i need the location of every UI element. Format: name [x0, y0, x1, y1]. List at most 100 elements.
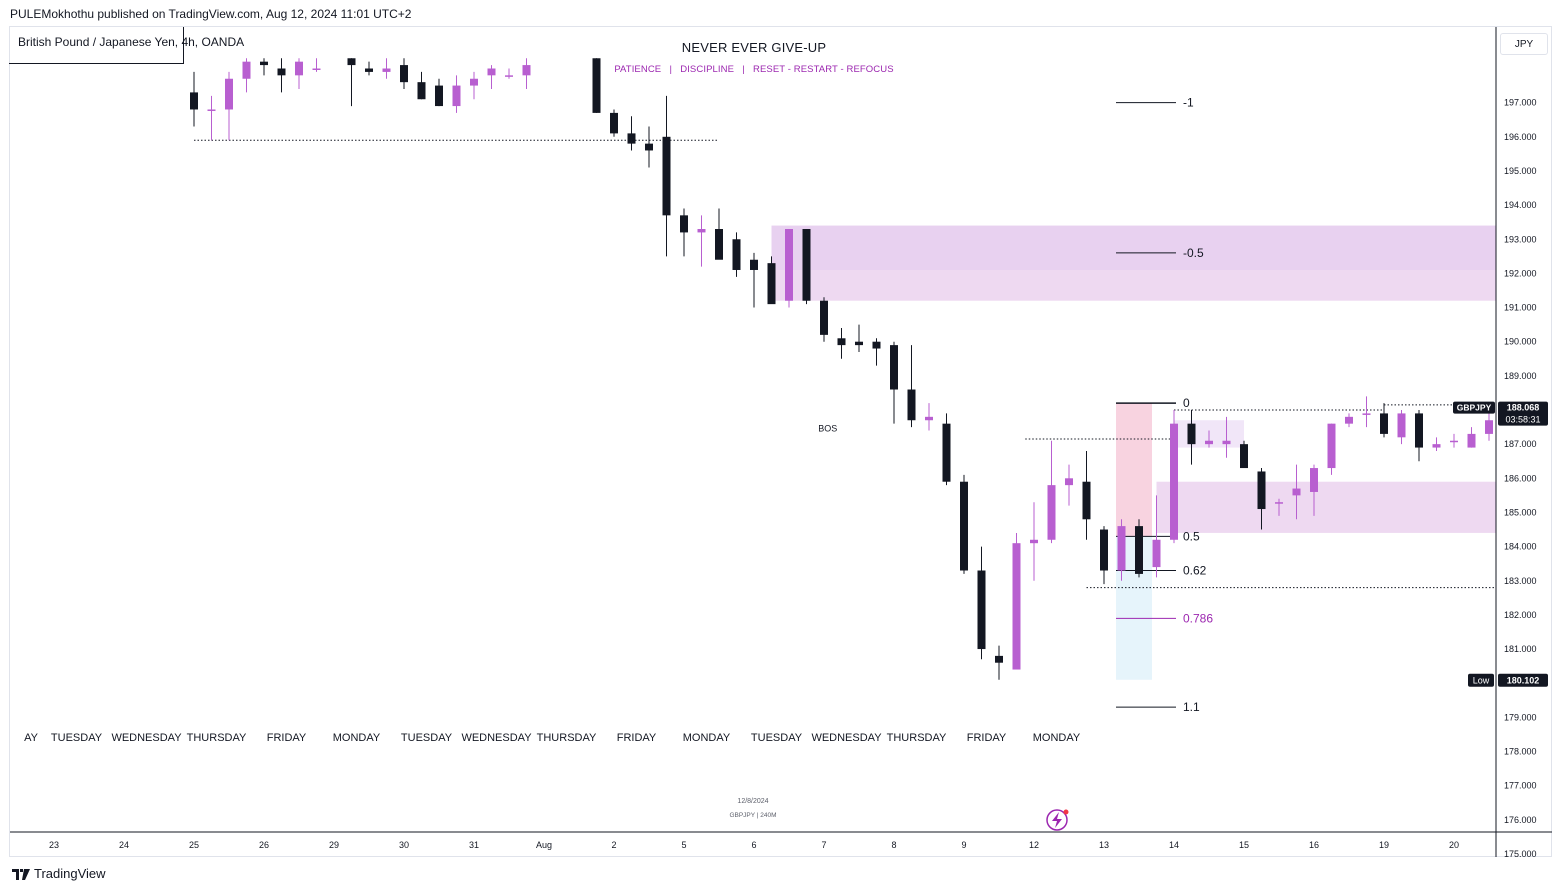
bearish-candle	[907, 389, 916, 421]
symbol-box	[9, 27, 184, 64]
weekday-label: MONDAY	[1033, 732, 1081, 744]
price-tick-label: 186.000	[1504, 473, 1537, 483]
bullish-candle	[1327, 423, 1336, 469]
price-tick-label: 179.000	[1504, 712, 1537, 722]
price-tick-label: 195.000	[1504, 166, 1537, 176]
bullish-candle	[1117, 526, 1126, 571]
price-tick-label: 187.000	[1504, 439, 1537, 449]
bar-countdown: 03:58:31	[1505, 415, 1540, 425]
bearish-candle	[1135, 526, 1143, 574]
fib-label: -0.5	[1183, 246, 1204, 260]
bullish-candle	[225, 78, 233, 110]
bullish-candle	[207, 109, 216, 111]
date-tick-label: 31	[469, 840, 479, 850]
bullish-candle	[1310, 468, 1318, 492]
chart-heading: NEVER EVER GIVE-UP	[681, 40, 827, 55]
weekday-label: WEDNESDAY	[811, 732, 882, 744]
price-tick-label: 178.000	[1504, 747, 1537, 757]
bearish-candle	[890, 345, 898, 390]
fib-label: 0.5	[1183, 529, 1200, 543]
weekday-label: MONDAY	[333, 732, 381, 744]
price-tick-label: 177.000	[1504, 781, 1537, 791]
upper-zone-band	[771, 225, 1496, 270]
tradingview-logo[interactable]: TradingView	[12, 866, 106, 881]
published-by-text: PULEMokhothu published on TradingView.co…	[10, 7, 412, 21]
bullish-candle	[1485, 420, 1493, 434]
date-tick-label: 19	[1379, 840, 1389, 850]
lightning-icon[interactable]	[1046, 809, 1069, 831]
price-tick-label: 193.000	[1504, 234, 1537, 244]
bearish-candle	[662, 136, 671, 216]
last-price-tag	[1498, 401, 1548, 426]
price-tick-label: 196.000	[1504, 132, 1537, 142]
fib-risk-box	[1116, 403, 1152, 537]
bearish-candle	[1257, 471, 1266, 510]
date-tick-label: 9	[961, 840, 966, 850]
weekday-label: WEDNESDAY	[461, 732, 532, 744]
weekday-label: THURSDAY	[887, 732, 947, 744]
bullish-candle	[382, 68, 391, 72]
bullish-candle	[1030, 539, 1038, 544]
brand-label: TradingView	[34, 866, 106, 881]
date-tick-label: 15	[1239, 840, 1249, 850]
bearish-candle	[750, 259, 758, 270]
bullish-candle	[312, 68, 321, 70]
weekday-label: FRIDAY	[967, 732, 1007, 744]
lightning-icon-bolt	[1052, 812, 1062, 828]
bearish-candle	[627, 133, 636, 144]
bullish-candle	[452, 85, 461, 107]
weekday-label: THURSDAY	[187, 732, 247, 744]
weekday-label: THURSDAY	[537, 732, 597, 744]
bearish-candle	[592, 58, 601, 113]
low-price-tag	[1498, 673, 1548, 687]
upper-zone	[771, 225, 1496, 301]
weekday-label: MONDAY	[683, 732, 731, 744]
bullish-candle	[1345, 416, 1353, 424]
bullish-candle	[1450, 440, 1458, 443]
watermark-date: 12/8/2024	[737, 798, 768, 805]
date-tick-label: Aug	[536, 840, 552, 850]
bearish-candle	[820, 300, 828, 335]
symbol-title[interactable]: British Pound / Japanese Yen, 4h, OANDA	[18, 35, 245, 49]
chart-frame	[9, 26, 1552, 857]
date-tick-label: 25	[189, 840, 199, 850]
bos-annotation: BOS	[818, 423, 837, 433]
date-tick-label: 7	[821, 840, 826, 850]
date-tick-label: 8	[891, 840, 896, 850]
price-tick-label: 185.000	[1504, 507, 1537, 517]
bearish-candle	[400, 65, 408, 83]
fib-label: 0.62	[1183, 564, 1207, 578]
bullish-candle	[1397, 413, 1406, 438]
bearish-candle	[995, 655, 1003, 663]
bearish-candle	[435, 85, 443, 107]
tradingview-logo-icon	[12, 868, 30, 880]
currency-button[interactable]: JPY	[1500, 33, 1548, 55]
bullish-candle	[1170, 423, 1178, 540]
bearish-candle	[190, 92, 198, 110]
bearish-candle	[872, 341, 881, 349]
price-tick-label: 176.000	[1504, 815, 1537, 825]
bullish-candle	[1432, 444, 1441, 448]
date-tick-label: 16	[1309, 840, 1319, 850]
low-price-value: 180.102	[1507, 676, 1540, 686]
bearish-candle	[347, 58, 356, 66]
bearish-candle	[977, 570, 986, 650]
date-tick-label: 13	[1099, 840, 1109, 850]
date-tick-label: 6	[751, 840, 756, 850]
price-tick-label: 181.000	[1504, 644, 1537, 654]
bullish-candle	[1065, 478, 1073, 486]
price-tick-label: 194.000	[1504, 200, 1537, 210]
weekday-label: WEDNESDAY	[111, 732, 182, 744]
low-tag	[1468, 673, 1494, 687]
bearish-candle	[942, 423, 951, 482]
bearish-candle	[277, 68, 286, 76]
bearish-candle	[365, 68, 373, 72]
date-tick-label: 26	[259, 840, 269, 850]
date-tick-label: 14	[1169, 840, 1179, 850]
bearish-candle	[1380, 413, 1388, 434]
bearish-candle	[732, 239, 741, 270]
weekday-label: TUESDAY	[51, 732, 103, 744]
bullish-candle	[697, 229, 706, 233]
price-tick-label: 190.000	[1504, 337, 1537, 347]
